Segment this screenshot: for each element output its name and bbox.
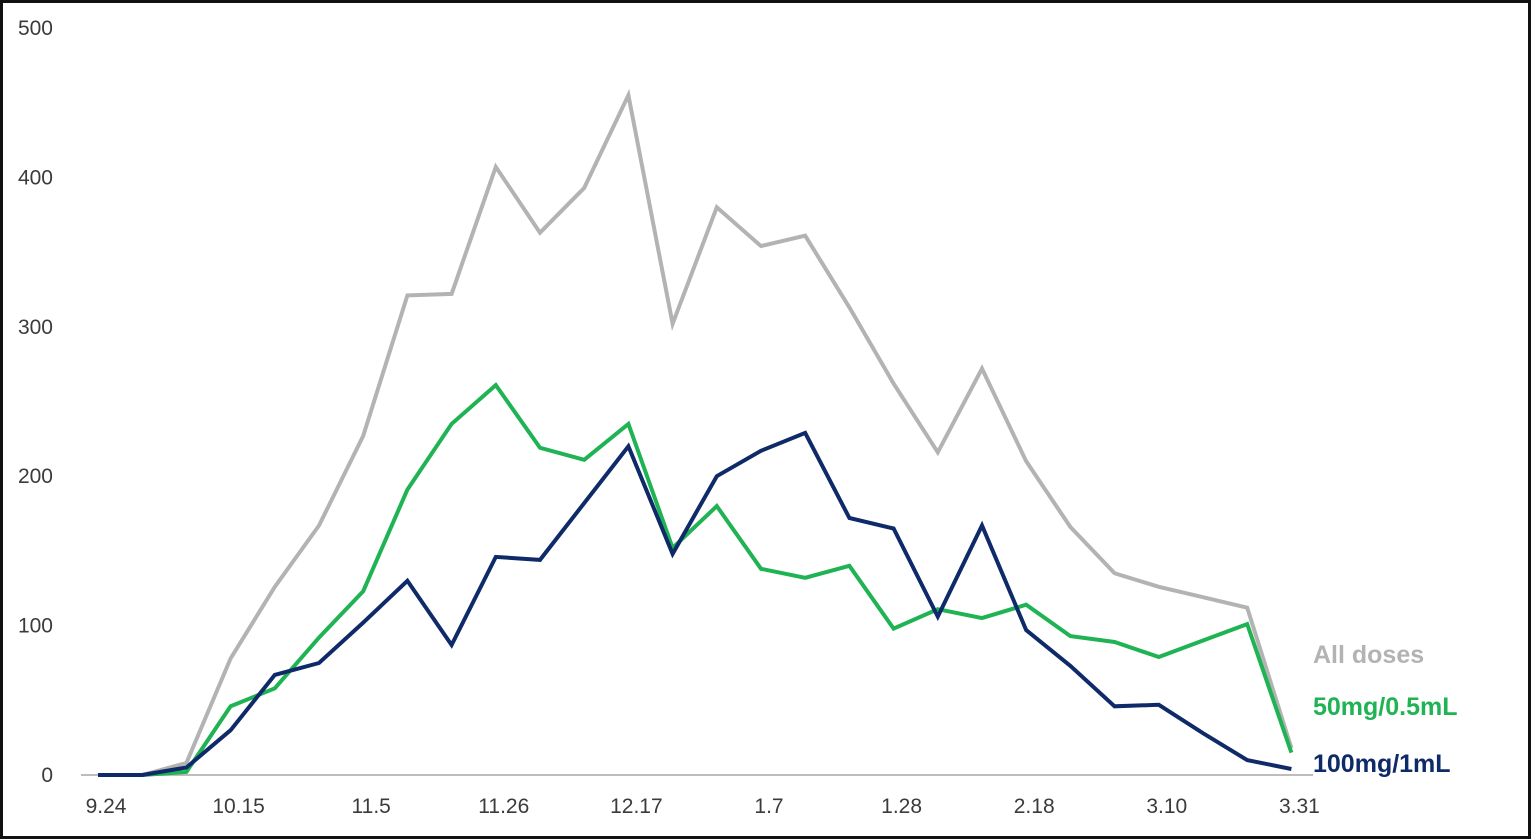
y-tick-label: 500 (18, 17, 53, 40)
x-tick-label: 2.18 (1014, 795, 1055, 818)
series-line-2 (98, 433, 1291, 775)
x-tick-label: 1.7 (754, 795, 783, 818)
x-tick-label: 9.24 (86, 795, 127, 818)
legend-label: All doses (1313, 641, 1424, 669)
x-tick-label: 3.10 (1146, 795, 1187, 818)
y-tick-label: 200 (18, 465, 53, 488)
y-tick-label: 400 (18, 166, 53, 189)
x-tick-label: 3.31 (1279, 795, 1320, 818)
series-line-1 (98, 385, 1291, 775)
x-tick-label: 12.17 (610, 795, 663, 818)
x-tick-label: 11.5 (352, 795, 391, 818)
y-axis-ticks: 0 100 200 300 400 500 (18, 17, 53, 787)
y-tick-label: 300 (18, 316, 53, 339)
y-tick-label: 100 (18, 615, 53, 638)
legend-label: 100mg/1mL (1313, 750, 1451, 778)
series-legend: All doses 50mg/0.5mL 100mg/1mL (1313, 641, 1458, 778)
x-tick-label: 11.26 (478, 795, 529, 818)
line-chart: 0 100 200 300 400 500 9.24 10.15 11.5 11.26 12.17… (3, 3, 1528, 836)
x-tick-label: 1.28 (881, 795, 922, 818)
x-axis-ticks: 9.24 10.15 11.5 11.26 12.17 1.7 1.28 2.18 3.10 3.… (86, 795, 1320, 818)
series-lines (98, 95, 1291, 775)
y-tick-label: 0 (41, 764, 53, 787)
legend-label: 50mg/0.5mL (1313, 693, 1458, 721)
x-tick-label: 10.15 (212, 795, 265, 818)
